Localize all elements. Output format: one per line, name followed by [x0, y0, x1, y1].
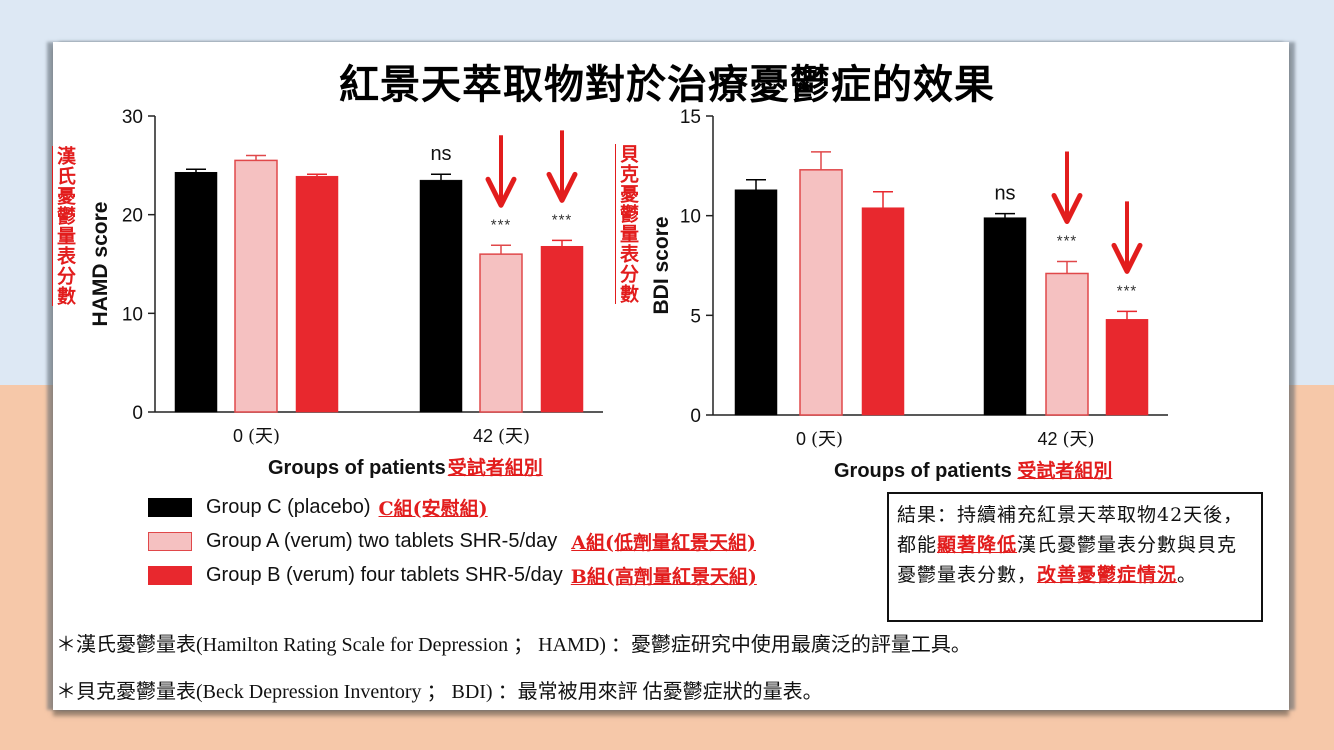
- y-tick-label: 0: [690, 406, 701, 427]
- x-tick-label: 0 (天): [796, 429, 843, 450]
- bar: [419, 179, 463, 413]
- significance-label: ***: [1057, 233, 1078, 250]
- note-hamd: ＊漢氏憂鬱量表(Hamilton Rating Scale for Depres…: [56, 634, 971, 656]
- legend-label-group-c: Group C (placebo): [206, 495, 371, 518]
- legend-item-group-a: Group A (verum) two tablets SHR-5/day A組…: [148, 528, 756, 554]
- down-arrow-head-icon: [485, 176, 517, 208]
- y-tick-label: 15: [680, 107, 701, 128]
- y-axis-title: HAMD score: [89, 202, 112, 327]
- legend-cn-group-c: C組(安慰組): [378, 497, 488, 520]
- y-tick-label: 0: [132, 403, 143, 424]
- slide-title: 紅景天萃取物對於治療憂鬱症的效果: [339, 61, 995, 108]
- significance-label: ***: [1117, 282, 1138, 299]
- significance-label: ***: [552, 211, 573, 228]
- significance-label: ns: [994, 183, 1015, 205]
- bdi-cn-label: 貝克憂鬱量表分數: [615, 144, 639, 304]
- bar: [295, 175, 339, 413]
- bar: [174, 171, 218, 413]
- bar: [983, 217, 1027, 416]
- note-bdi: ＊貝克憂鬱量表(Beck Depression Inventory ； BDI)…: [56, 681, 823, 703]
- bar: [479, 253, 523, 413]
- bar: [734, 189, 778, 416]
- y-axis-title: BDI score: [650, 216, 673, 314]
- result-box: 結果：持續補充紅景天萃取物42天後，都能顯著降低漢氏憂鬱量表分數與貝克憂鬱量表分…: [887, 492, 1263, 622]
- bdi-x-title: Groups of patients 受試者組別: [834, 456, 1112, 483]
- legend-cn-group-b: B組(高劑量紅景天組): [570, 565, 757, 588]
- result-highlight-2: 改善憂鬱症情況: [1037, 564, 1178, 586]
- legend-label-group-b: Group B (verum) four tablets SHR-5/day: [206, 563, 563, 586]
- x-tick-label: 42 (天): [1037, 429, 1094, 450]
- bar: [799, 169, 843, 416]
- legend-swatch-group-c: [148, 497, 192, 517]
- bar: [1105, 319, 1149, 416]
- hamd-cn-label: 漢氏憂鬱量表分數: [52, 146, 76, 306]
- down-arrow-head-icon: [1111, 242, 1143, 274]
- y-tick-label: 5: [690, 306, 701, 327]
- legend-swatch-group-a: [148, 531, 192, 551]
- hamd-x-title-cn: 受試者組別: [447, 457, 543, 479]
- result-text-3: 。: [1177, 564, 1198, 586]
- y-tick-label: 30: [122, 107, 143, 128]
- y-tick-label: 10: [122, 304, 143, 325]
- legend-swatch-group-b: [148, 565, 192, 585]
- significance-label: ns: [430, 143, 451, 165]
- hamd-x-title: Groups of patients 受試者組別: [268, 453, 543, 480]
- result-text-2: 漢氏憂鬱量表分數與貝克憂鬱量表分數，: [897, 534, 1238, 586]
- significance-label: ***: [491, 216, 512, 233]
- legend-item-group-b: Group B (verum) four tablets SHR-5/day B…: [148, 562, 757, 588]
- x-tick-label: 42 (天): [473, 426, 530, 447]
- down-arrow-head-icon: [546, 171, 578, 203]
- x-tick-label: 0 (天): [233, 426, 280, 447]
- bar: [1045, 272, 1089, 416]
- y-tick-label: 20: [122, 206, 143, 227]
- down-arrow-head-icon: [1051, 193, 1083, 225]
- legend-label-group-a: Group A (verum) two tablets SHR-5/day: [206, 529, 558, 552]
- legend-cn-group-a: A組(低劑量紅景天組): [571, 531, 756, 554]
- hamd-x-title-en: Groups of patients: [268, 457, 446, 479]
- bar: [540, 245, 584, 413]
- bdi-x-title-en: Groups of patients: [834, 460, 1012, 482]
- bar: [861, 207, 905, 416]
- legend-item-group-c: Group C (placebo) C組(安慰組): [148, 494, 488, 520]
- result-text-1: 結果：持續補充紅景天萃取物42天後，都能: [897, 504, 1244, 556]
- result-highlight-1: 顯著降低: [937, 534, 1018, 556]
- bar: [234, 159, 278, 413]
- y-tick-label: 10: [680, 207, 701, 228]
- bdi-x-title-cn: 受試者組別: [1017, 460, 1113, 482]
